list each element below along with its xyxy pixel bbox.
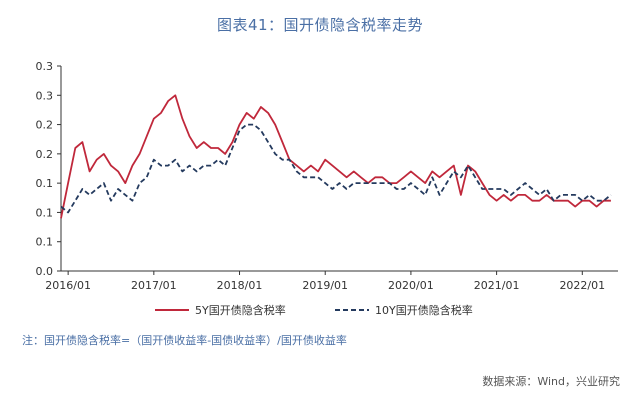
chart-axes <box>60 66 618 272</box>
series-line-10y <box>60 123 612 214</box>
y-tick-label: 0.1 <box>36 206 54 219</box>
x-tick-label: 2017/01 <box>131 279 177 292</box>
y-tick-label: 0.2 <box>36 119 54 132</box>
x-tick-label: 2016/01 <box>45 279 91 292</box>
legend-label: 10Y国开债隐含税率 <box>375 303 473 317</box>
chart-series <box>60 94 612 219</box>
x-tick-label: 2018/01 <box>217 279 263 292</box>
chart-legend: 5Y国开债隐含税率 10Y国开债隐含税率 <box>155 303 473 317</box>
x-tick-label: 2021/01 <box>474 279 520 292</box>
chart-note: 注：国开债隐含税率=（国开债收益率-国债收益率）/国开债收益率 <box>22 334 347 347</box>
legend-label: 5Y国开债隐含税率 <box>195 303 286 317</box>
x-tick-label: 2022/01 <box>559 279 605 292</box>
chart-title: 图表41：国开债隐含税率走势 <box>216 16 424 34</box>
data-source: 数据来源：Wind，兴业研究 <box>482 375 620 388</box>
x-tick-label: 2020/01 <box>388 279 434 292</box>
y-tick-label: 0.3 <box>36 89 54 102</box>
y-tick-label: 0.1 <box>36 236 54 249</box>
x-axis-ticks: 2016/01 2017/01 2018/01 2019/01 2020/01 2021/… <box>45 271 605 292</box>
y-axis-ticks: 0.0 0.1 0.1 0.1 0.2 0.2 0.3 0.3 <box>36 60 61 278</box>
series-line-5y <box>60 94 611 219</box>
y-tick-label: 0.1 <box>36 177 54 190</box>
y-tick-label: 0.3 <box>36 60 54 73</box>
x-tick-label: 2019/01 <box>302 279 348 292</box>
y-tick-label: 0.0 <box>36 265 54 278</box>
y-tick-label: 0.2 <box>36 148 54 161</box>
